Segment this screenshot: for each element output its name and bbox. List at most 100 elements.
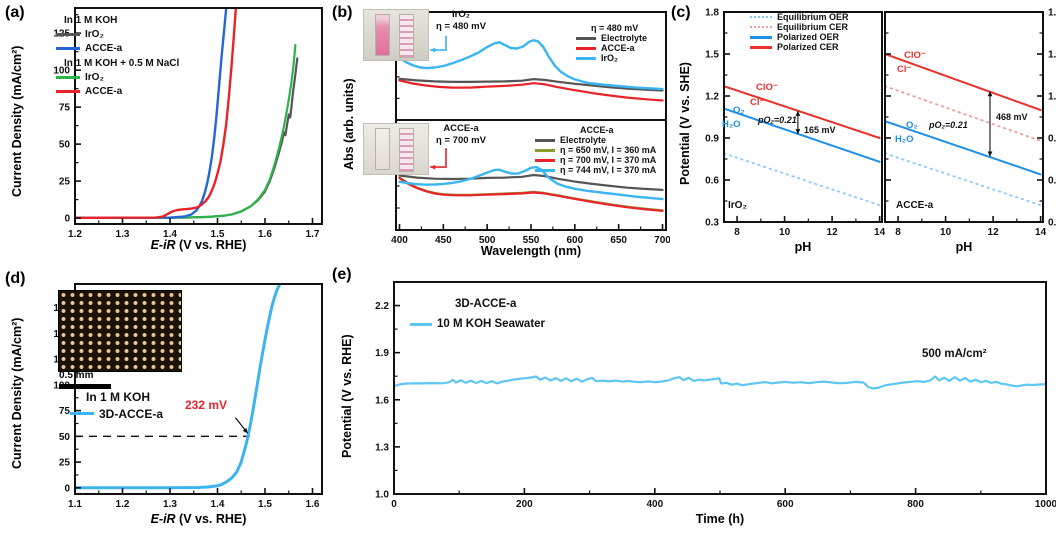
panel-e-ylabel: Potential (V vs. RHE) [340,334,354,458]
label-h2o-right: H₂O [895,134,914,145]
svg-text:1.9: 1.9 [375,348,389,359]
legend-label: η = 480 mV [591,23,639,33]
label-cl-right: Cl⁻ [897,64,912,75]
legend-label: Electrolyte [601,33,648,43]
scale-bar [59,384,111,389]
svg-text:75: 75 [59,103,71,114]
svg-text:600: 600 [777,499,794,510]
legend-label: IrO₂ [85,71,104,83]
legend-item: 3D-ACCE-a [70,405,163,422]
svg-text:700: 700 [654,235,670,246]
svg-text:1.5: 1.5 [705,50,719,61]
panel-c-xlabel-right: pH [955,240,973,254]
svg-text:1.7: 1.7 [306,229,320,240]
svg-text:650: 650 [610,235,627,246]
svg-text:1.6: 1.6 [258,229,272,240]
label-clo-right: ClO⁻ [904,50,926,61]
cuvette-photo-acce [363,123,429,175]
svg-text:800: 800 [907,499,924,510]
legend-label: Polarized OER [777,32,840,42]
svg-text:1.0: 1.0 [375,490,389,501]
legend-label: η = 700 mV, I = 370 mA [560,155,657,165]
svg-text:10: 10 [779,227,791,238]
legend-label: Equilibrium CER [777,22,849,32]
svg-text:200: 200 [516,499,533,510]
legend-item: Electrolyte [576,33,647,43]
svg-text:1.3: 1.3 [375,442,389,453]
legend-item: IrO₂ [56,70,179,84]
scale-bar-label: 0.5 mm [59,370,94,381]
legend-header: In 1 M KOH [56,13,179,27]
panel-a-ylabel: Current Density (mA/cm²) [10,45,24,197]
label-gap-left: 165 mV [804,125,836,135]
legend-label: η = 744 mV, I = 370 mA [560,165,657,175]
cuvette-tube-empty [375,128,390,170]
panel-b-tag: (b) [332,4,353,21]
legend-swatch [576,36,596,40]
panel-b-legend-top: η = 480 mV Electrolyte ACCE-a IrO₂ [576,23,647,63]
svg-text:8: 8 [895,227,901,238]
legend-label: In 1 M KOH + 0.5 M NaCl [64,57,180,69]
svg-text:0.3: 0.3 [1048,218,1056,229]
panel-c: 81012140.30.60.91.21.51.881012140.30.60.… [670,0,1056,260]
label-o2-left: O₂ [733,105,745,116]
label-po2-right: pO₂=0.21 [929,120,968,130]
legend-label: 3D-ACCE-a [455,298,517,310]
panel-c-tag: (c) [671,4,691,21]
panel-b: 400 450 500 550 600 650 700 (b) Abs (arb. unit… [330,0,670,260]
label-clo-left: ClO⁻ [756,82,778,93]
chart-b: 400 450 500 550 600 650 700 [391,11,670,246]
legend-swatch [576,56,596,60]
svg-text:1000: 1000 [1035,499,1056,510]
panel-c-legend: Equilibrium OER Equilibrium CER Polarized … [750,12,849,52]
panel-d-legend: In 1 M KOH 3D-ACCE-a [70,388,163,422]
svg-text:10: 10 [940,227,952,238]
legend-label: In 1 M KOH [64,14,118,26]
legend-swatch [70,412,94,415]
cuvette-tube-graduated-2 [399,128,414,172]
label-material-left: IrO₂ [728,200,747,211]
panel-e-tag: (e) [332,266,352,283]
panel-d-tag: (d) [5,270,26,287]
legend-swatch [750,16,772,18]
legend-item: η = 650 mV, I = 360 mA [535,145,656,155]
svg-text:450: 450 [435,235,452,246]
legend-swatch [535,158,555,162]
legend-swatch [410,322,432,326]
legend-swatch [535,168,555,172]
svg-text:25: 25 [59,177,71,188]
panel-d-xlabel: E-iR (V vs. RHE) [150,512,247,526]
svg-text:8: 8 [734,227,740,238]
svg-text:0.3: 0.3 [705,218,719,229]
panel-c-ylabel: Potential (V vs. SHE) [678,62,692,185]
legend-label: In 1 M KOH [86,389,151,404]
legend-swatch [535,138,555,142]
svg-text:1.2: 1.2 [116,499,130,510]
svg-text:550: 550 [523,235,540,246]
legend-label: IrO₂ [601,53,619,63]
panel-a-tag: (a) [5,4,25,21]
legend-header: In 1 M KOH + 0.5 M NaCl [56,56,179,70]
legend-item: Electrolyte [535,135,656,145]
svg-text:1.2: 1.2 [1048,92,1056,103]
annotation-overpotential: 232 mV [185,398,228,412]
panel-e: 0 200 400 600 800 1000 1.0 1.3 1.6 1.9 2.2 (e) Pot… [330,262,1056,536]
legend-swatch [750,35,772,39]
label-o2-right: O₂ [906,120,918,131]
svg-text:1.5: 1.5 [1048,50,1056,61]
label-material-right: ACCE-a [896,200,934,211]
legend-item: Equilibrium CER [750,22,849,32]
legend-item: Equilibrium OER [750,12,849,22]
svg-text:1.5: 1.5 [211,229,225,240]
legend-item: ACCE-a [576,43,647,53]
svg-text:0: 0 [64,214,70,225]
svg-text:1.2: 1.2 [68,229,82,240]
panel-b-legend-bottom: ACCE-a Electrolyte η = 650 mV, I = 360 mA η… [535,125,656,175]
legend-label: ACCE-a [85,43,123,55]
legend-label: η = 650 mV, I = 360 mA [560,145,657,155]
legend-item: IrO₂ [56,27,179,41]
svg-text:50: 50 [59,140,71,151]
panel-d: 1.11.21.31.41.51.60255075100125150175 (d… [0,262,330,536]
legend-swatch [56,32,80,36]
